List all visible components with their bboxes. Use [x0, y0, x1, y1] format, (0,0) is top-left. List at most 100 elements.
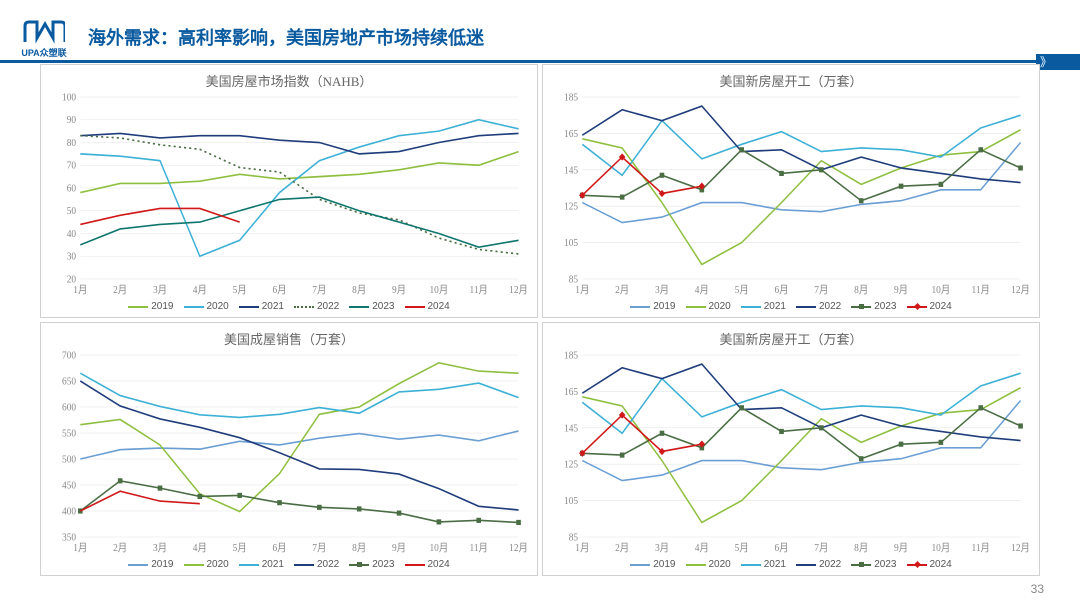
legend-swatch	[851, 564, 871, 566]
svg-text:5月: 5月	[233, 542, 247, 555]
legend-label: 2024	[428, 301, 450, 312]
svg-text:7月: 7月	[814, 284, 828, 297]
svg-text:500: 500	[62, 454, 76, 466]
svg-text:105: 105	[564, 496, 578, 508]
svg-text:600: 600	[62, 402, 76, 414]
chart-plot-area: 3504004505005506006507001月2月3月4月5月6月7月8月…	[49, 348, 529, 558]
legend-swatch	[741, 306, 761, 308]
legend-item: 2022	[796, 559, 841, 570]
svg-text:11月: 11月	[470, 542, 488, 555]
svg-text:145: 145	[564, 165, 578, 177]
legend-swatch	[349, 564, 369, 566]
legend-swatch	[128, 564, 148, 566]
charts-grid: 美国房屋市场指数（NAHB）20304050607080901001月2月3月4…	[40, 64, 1040, 576]
legend-swatch	[294, 306, 314, 308]
svg-text:8月: 8月	[352, 284, 366, 297]
legend-swatch	[294, 564, 314, 566]
legend-item: 2019	[630, 559, 675, 570]
legend-item: 2020	[184, 301, 229, 312]
chart-title: 美国成屋销售（万套）	[49, 329, 529, 348]
svg-text:2月: 2月	[113, 542, 127, 555]
chart-title: 美国房屋市场指数（NAHB）	[49, 71, 529, 90]
svg-text:5月: 5月	[735, 284, 749, 297]
chart-starts-2: 美国新房屋开工（万套）851051251451651851月2月3月4月5月6月…	[542, 322, 1040, 576]
legend-swatch	[239, 306, 259, 308]
legend-item: 2023	[349, 301, 394, 312]
legend-label: 2020	[709, 559, 731, 570]
legend-item: 2023	[349, 559, 394, 570]
legend-label: 2019	[653, 301, 675, 312]
svg-text:8月: 8月	[854, 284, 868, 297]
legend-item: 2022	[294, 559, 339, 570]
slide-header: UPA众塑联 海外需求：高利率影响，美国房地产市场持续低迷	[0, 14, 1080, 64]
title-underline	[0, 60, 1080, 63]
legend-swatch	[741, 564, 761, 566]
legend-swatch	[630, 564, 650, 566]
svg-text:90: 90	[67, 115, 76, 127]
chart-title: 美国新房屋开工（万套）	[551, 329, 1031, 348]
legend-item: 2020	[686, 301, 731, 312]
svg-text:9月: 9月	[392, 542, 406, 555]
chart-plot-area: 851051251451651851月2月3月4月5月6月7月8月9月10月11…	[551, 90, 1031, 300]
legend-item: 2020	[686, 559, 731, 570]
page-number: 33	[1031, 582, 1044, 596]
legend-item: 2021	[741, 559, 786, 570]
legend-label: 2020	[207, 559, 229, 570]
chart-starts-1: 美国新房屋开工（万套）851051251451651851月2月3月4月5月6月…	[542, 64, 1040, 318]
logo: UPA众塑联	[14, 20, 74, 59]
legend-item: 2024	[907, 559, 952, 570]
legend-label: 2023	[874, 301, 896, 312]
svg-text:6月: 6月	[272, 542, 286, 555]
svg-text:1月: 1月	[73, 542, 87, 555]
svg-text:4月: 4月	[695, 542, 709, 555]
logo-text: UPA众塑联	[21, 48, 66, 58]
svg-text:100: 100	[62, 92, 76, 104]
svg-text:2月: 2月	[615, 542, 629, 555]
svg-text:60: 60	[67, 183, 76, 195]
legend-item: 2024	[405, 559, 450, 570]
svg-text:12月: 12月	[509, 542, 528, 555]
legend-swatch	[796, 306, 816, 308]
svg-text:6月: 6月	[774, 542, 788, 555]
svg-text:9月: 9月	[392, 284, 406, 297]
svg-text:11月: 11月	[972, 284, 990, 297]
svg-text:3月: 3月	[655, 284, 669, 297]
legend-swatch	[405, 564, 425, 566]
svg-text:12月: 12月	[1011, 542, 1030, 555]
legend-item: 2019	[128, 301, 173, 312]
legend-swatch	[630, 306, 650, 308]
legend-label: 2023	[874, 559, 896, 570]
chart-nahb: 美国房屋市场指数（NAHB）20304050607080901001月2月3月4…	[40, 64, 538, 318]
svg-text:7月: 7月	[814, 542, 828, 555]
legend-swatch	[686, 306, 706, 308]
legend-item: 2022	[796, 301, 841, 312]
chart-legend: 201920202021202220232024	[49, 300, 529, 313]
svg-text:11月: 11月	[972, 542, 990, 555]
svg-text:400: 400	[62, 506, 76, 518]
legend-item: 2021	[239, 559, 284, 570]
chevrons-decoration	[1036, 54, 1080, 70]
svg-text:2月: 2月	[113, 284, 127, 297]
svg-text:650: 650	[62, 376, 76, 388]
legend-swatch	[907, 564, 927, 566]
svg-text:30: 30	[67, 251, 76, 263]
legend-swatch	[405, 306, 425, 308]
svg-text:1月: 1月	[73, 284, 87, 297]
svg-text:11月: 11月	[470, 284, 488, 297]
legend-swatch	[184, 564, 204, 566]
legend-label: 2020	[709, 301, 731, 312]
svg-text:9月: 9月	[894, 542, 908, 555]
svg-text:105: 105	[564, 238, 578, 250]
chart-legend: 2019 2020 2021 2022 2023 2024	[551, 558, 1031, 571]
legend-item: 2023	[851, 301, 896, 312]
legend-label: 2024	[428, 559, 450, 570]
legend-label: 2022	[819, 559, 841, 570]
svg-text:185: 185	[564, 350, 578, 362]
svg-text:8月: 8月	[854, 542, 868, 555]
legend-label: 2021	[262, 301, 284, 312]
chart-plot-area: 20304050607080901001月2月3月4月5月6月7月8月9月10月…	[49, 90, 529, 300]
svg-text:40: 40	[67, 229, 76, 241]
legend-item: 2019	[630, 301, 675, 312]
legend-label: 2019	[151, 559, 173, 570]
svg-text:4月: 4月	[695, 284, 709, 297]
